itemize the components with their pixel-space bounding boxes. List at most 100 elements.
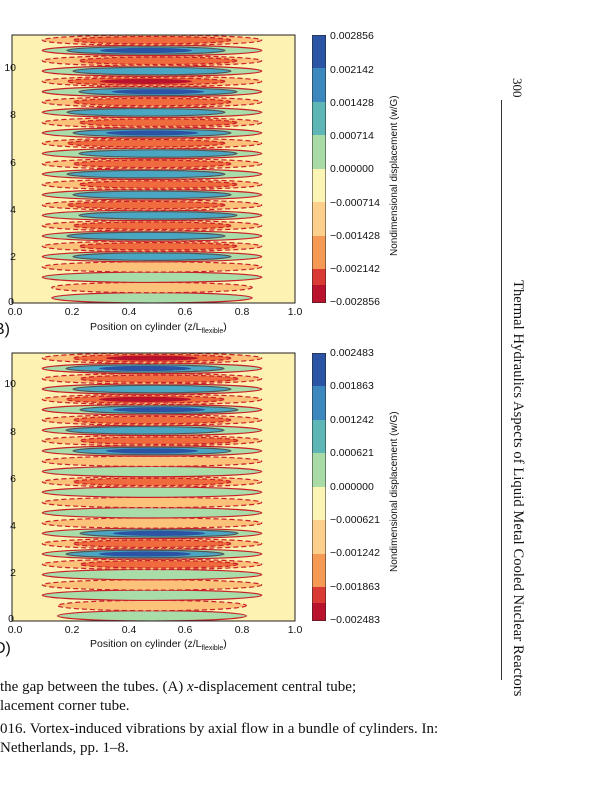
fig-b-band-mid	[72, 159, 232, 169]
fig-b-band-outer	[41, 271, 263, 284]
fig-b-band-mid	[72, 97, 232, 107]
fig-d-band-outer	[41, 486, 263, 498]
cbar-d-tick-2: 0.001242	[330, 414, 374, 426]
fig-d-band-outer	[41, 465, 263, 478]
panel-label-b: B)	[0, 321, 10, 338]
cbar-d-label: Nondimensional displacement (w/G)	[389, 411, 400, 572]
fig-b-band-outer	[51, 292, 253, 303]
fig-b-band-mid	[66, 231, 226, 241]
xtick-d-3: 0.6	[177, 624, 193, 636]
fig-b-band-core	[105, 130, 199, 136]
fig-d-band-mid	[65, 425, 225, 435]
fig-d-band-outer	[41, 568, 263, 581]
fig-b-band-mid	[78, 149, 238, 158]
panel-label-d: D)	[0, 640, 11, 657]
xtick-b-3: 0.6	[177, 306, 193, 318]
colorbar-d	[311, 352, 327, 626]
reference-line-2: Netherlands, pp. 1–8.	[0, 740, 129, 756]
fig-d-band-core	[112, 530, 206, 536]
fig-d-band-core	[105, 448, 199, 454]
cbar-d-tick-1: 0.001863	[330, 380, 374, 392]
fig-b-band-mid	[72, 66, 232, 76]
xtick-d-2: 0.4	[121, 624, 137, 636]
ytick-d-8: 8	[10, 426, 16, 438]
cbar-d-tick-5: −0.000621	[330, 514, 380, 526]
ytick-b-6: 6	[10, 157, 16, 169]
cbar-b-tick-1: 0.002142	[330, 64, 374, 76]
running-title: Thermal Hydraulics Aspects of Liquid Met…	[510, 280, 526, 697]
reference-line-1: 016. Vortex-induced vibrations by axial …	[0, 721, 439, 737]
fig-d-band-mid	[72, 477, 232, 487]
fig-b-band-mid	[66, 107, 226, 117]
xtick-b-0: 0.0	[7, 306, 23, 318]
page-number: 300	[510, 78, 525, 98]
fig-d-band-outer	[41, 455, 263, 468]
cbar-b-tick-7: −0.002142	[330, 263, 380, 275]
fig-b-band-outer	[51, 281, 253, 294]
fig-d-band-core	[105, 355, 199, 361]
cbar-b-tick-0: 0.002856	[330, 30, 374, 42]
ytick-d-6: 6	[10, 473, 16, 485]
fig-b-band-core	[99, 78, 193, 84]
fig-b-band-core	[99, 47, 193, 54]
fig-b-band-mid	[72, 190, 232, 200]
fig-d-band-mid	[79, 436, 239, 445]
fig-b-band-mid	[78, 56, 238, 66]
figure-d	[0, 318, 300, 628]
cbar-d-tick-7: −0.001863	[330, 581, 380, 593]
xtick-d-4: 0.8	[234, 624, 250, 636]
cbar-b-label: Nondimensional displacement (w/G)	[389, 95, 400, 256]
fig-d-band-mid	[72, 539, 232, 549]
ytick-d-2: 2	[10, 567, 16, 579]
fig-b-band-mid	[66, 169, 226, 179]
fig-d-band-outer	[41, 506, 263, 519]
cbar-b-tick-5: −0.000714	[330, 197, 380, 209]
cbar-d-tick-4: 0.000000	[330, 481, 374, 493]
cbar-b-tick-4: 0.000000	[330, 163, 374, 175]
xlabel-d: Position on cylinder (z/Lflexible)	[90, 638, 227, 653]
colorbar-b	[311, 34, 327, 308]
ytick-b-0: 0	[8, 296, 14, 308]
ytick-b-10: 10	[4, 62, 16, 74]
ytick-d-4: 4	[10, 520, 16, 532]
side-rule	[501, 100, 502, 680]
xtick-b-5: 1.0	[287, 306, 303, 318]
xtick-d-5: 1.0	[287, 624, 303, 636]
fig-b-band-mid	[72, 35, 232, 45]
cbar-b-tick-3: 0.000714	[330, 130, 374, 142]
fig-b-band-mid	[78, 180, 238, 189]
fig-d-band-core	[112, 407, 206, 413]
ytick-d-0: 0	[8, 613, 14, 625]
ytick-b-8: 8	[10, 109, 16, 121]
fig-d-band-mid	[72, 384, 232, 394]
figure-b	[0, 0, 300, 310]
xtick-d-0: 0.0	[7, 624, 23, 636]
fig-d-band-outer	[41, 517, 263, 529]
fig-d-band-outer	[56, 599, 248, 612]
ytick-d-10: 10	[4, 378, 16, 390]
xtick-b-4: 0.8	[234, 306, 250, 318]
fig-b-band-mid	[78, 211, 238, 220]
ytick-b-4: 4	[10, 204, 16, 216]
fig-b-band-core	[111, 89, 205, 95]
xtick-b-2: 0.4	[121, 306, 137, 318]
cbar-d-tick-0: 0.002483	[330, 347, 374, 359]
fig-b-band-mid	[78, 118, 238, 127]
fig-d-band-outer	[41, 589, 263, 602]
figure-caption-line-2: lacement corner tube.	[0, 698, 130, 714]
cbar-d-tick-3: 0.000621	[330, 447, 374, 459]
xtick-d-1: 0.2	[64, 624, 80, 636]
fig-d-band-mid	[79, 374, 239, 384]
fig-d-band-outer	[41, 496, 263, 509]
fig-b-band-outer	[41, 261, 263, 273]
contour-plot-b	[11, 34, 296, 304]
fig-d-band-core	[98, 396, 192, 402]
fig-b-band-mid	[72, 252, 232, 261]
xtick-b-1: 0.2	[64, 306, 80, 318]
contour-plot-d	[11, 352, 296, 622]
ytick-b-2: 2	[10, 251, 16, 263]
cbar-d-tick-6: −0.001242	[330, 547, 380, 559]
cbar-b-tick-2: 0.001428	[330, 97, 374, 109]
fig-d-band-outer	[57, 610, 247, 621]
fig-d-band-mid	[79, 559, 239, 569]
